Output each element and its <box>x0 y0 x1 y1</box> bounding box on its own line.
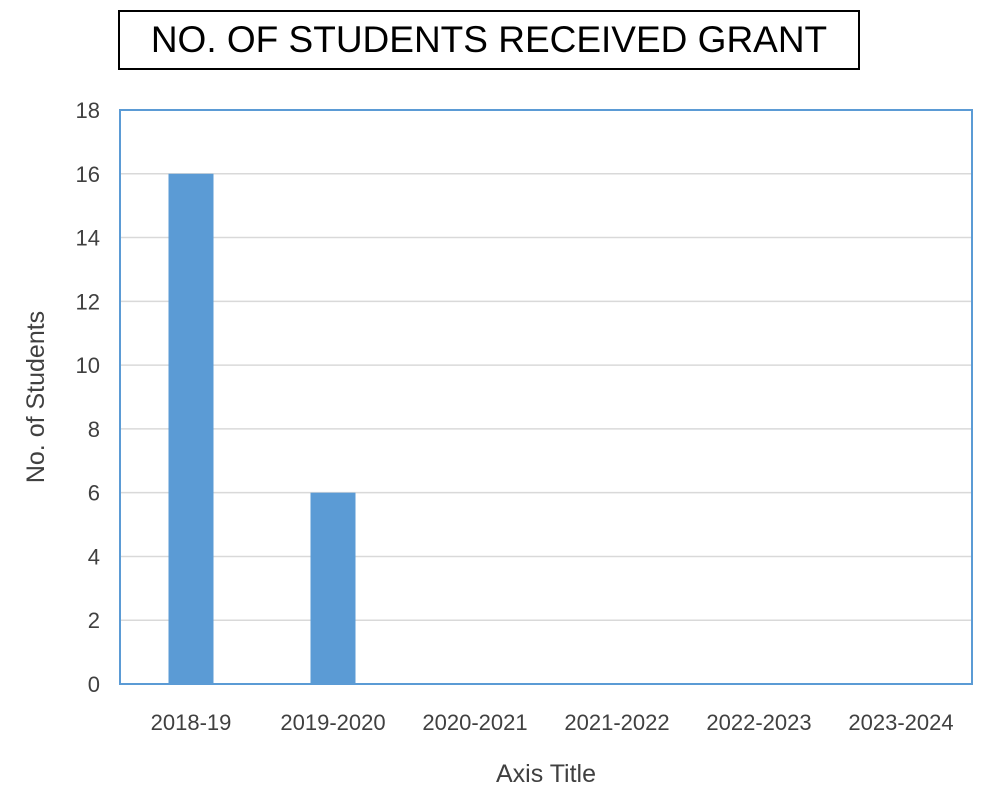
y-tick-label: 18 <box>76 98 100 123</box>
x-tick-label: 2023-2024 <box>848 710 953 735</box>
bar <box>168 173 214 684</box>
y-axis-title: No. of Students <box>22 311 50 483</box>
x-tick-label: 2018-19 <box>151 710 232 735</box>
y-axis-ticks: 0 2 4 6 8 10 12 14 16 18 <box>76 98 100 697</box>
y-tick-label: 6 <box>88 481 100 506</box>
x-axis-ticks: 2018-19 2019-2020 2020-2021 2021-2022 2022-2… <box>151 710 954 735</box>
y-tick-label: 8 <box>88 417 100 442</box>
y-tick-label: 14 <box>76 226 100 251</box>
bar <box>310 492 356 684</box>
y-tick-label: 16 <box>76 162 100 187</box>
x-tick-label: 2020-2021 <box>422 710 527 735</box>
plot-area-frame <box>119 109 973 685</box>
x-axis-title: Axis Title <box>496 760 596 788</box>
y-tick-label: 12 <box>76 289 100 314</box>
x-tick-label: 2022-2023 <box>706 710 811 735</box>
chart-title: NO. OF STUDENTS RECEIVED GRANT <box>118 10 860 70</box>
x-tick-label: 2021-2022 <box>564 710 669 735</box>
y-tick-label: 2 <box>88 608 100 633</box>
bars <box>168 173 356 684</box>
y-tick-label: 10 <box>76 353 100 378</box>
y-tick-label: 0 <box>88 672 100 697</box>
x-tick-label: 2019-2020 <box>280 710 385 735</box>
y-tick-label: 4 <box>88 544 100 569</box>
gridlines <box>120 173 972 621</box>
